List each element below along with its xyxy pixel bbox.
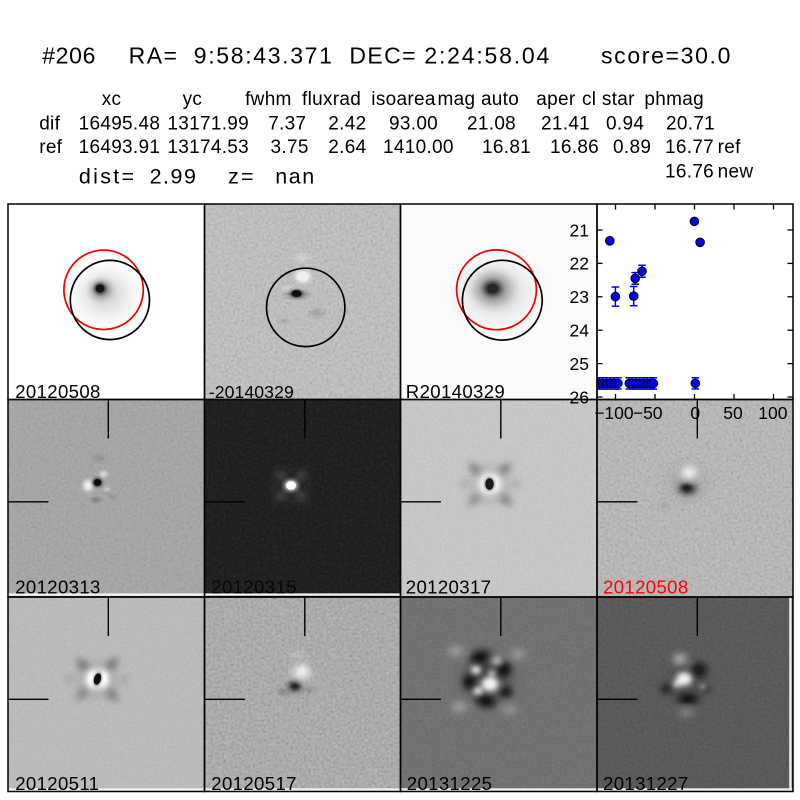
- svg-text:20.71: 20.71: [666, 114, 715, 135]
- svg-text:16.81: 16.81: [482, 137, 531, 158]
- svg-text:-20140329: -20140329: [209, 382, 294, 402]
- svg-text:#206: #206: [42, 43, 96, 69]
- svg-text:20120511: 20120511: [15, 773, 99, 794]
- svg-text:16495.48: 16495.48: [79, 114, 161, 135]
- svg-text:2:24:58.04: 2:24:58.04: [424, 43, 551, 69]
- svg-text:DEC=: DEC=: [349, 43, 417, 69]
- svg-text:20131227: 20131227: [603, 773, 689, 794]
- svg-text:21: 21: [570, 220, 589, 240]
- svg-text:25: 25: [570, 354, 589, 374]
- svg-text:RA=: RA=: [129, 43, 179, 69]
- svg-text:0.94: 0.94: [606, 114, 644, 135]
- svg-text:2.64: 2.64: [328, 137, 366, 158]
- svg-text:fwhm: fwhm: [245, 89, 292, 110]
- svg-text:ref: ref: [39, 137, 62, 158]
- svg-text:−100: −100: [594, 403, 634, 423]
- svg-text:1410.00: 1410.00: [383, 137, 454, 158]
- svg-text:phmag: phmag: [644, 89, 704, 110]
- svg-text:20120508: 20120508: [603, 576, 689, 597]
- svg-text:20120508: 20120508: [15, 381, 101, 402]
- svg-text:22: 22: [570, 254, 589, 274]
- svg-text:20120517: 20120517: [211, 773, 297, 794]
- svg-text:100: 100: [758, 403, 787, 423]
- svg-text:26: 26: [570, 387, 589, 407]
- svg-text:16.86: 16.86: [550, 137, 599, 158]
- svg-text:z=: z=: [228, 165, 256, 189]
- svg-text:21.08: 21.08: [467, 114, 516, 135]
- svg-text:2.99: 2.99: [150, 165, 198, 189]
- svg-text:20120315: 20120315: [211, 576, 297, 597]
- svg-text:3.75: 3.75: [271, 137, 309, 158]
- svg-text:13174.53: 13174.53: [167, 137, 249, 158]
- svg-text:23: 23: [570, 287, 589, 307]
- svg-text:new: new: [718, 161, 754, 182]
- svg-text:93.00: 93.00: [389, 114, 438, 135]
- svg-text:20131225: 20131225: [407, 773, 493, 794]
- svg-text:aper: aper: [536, 89, 576, 110]
- svg-text:16.76: 16.76: [665, 161, 714, 182]
- svg-text:mag auto: mag auto: [438, 89, 520, 110]
- svg-text:cl star: cl star: [582, 89, 635, 110]
- svg-text:−50: −50: [633, 403, 663, 423]
- svg-text:50: 50: [723, 403, 743, 423]
- svg-text:20120317: 20120317: [406, 576, 492, 597]
- svg-text:score=30.0: score=30.0: [601, 43, 732, 69]
- svg-text:16.77: 16.77: [665, 137, 714, 158]
- svg-text:24: 24: [570, 321, 590, 341]
- svg-text:9:58:43.371: 9:58:43.371: [194, 43, 334, 69]
- svg-text:R20140329: R20140329: [406, 381, 505, 402]
- svg-text:nan: nan: [275, 165, 315, 189]
- svg-text:isoarea: isoarea: [371, 89, 436, 110]
- svg-text:yc: yc: [183, 89, 203, 110]
- svg-text:7.37: 7.37: [268, 114, 306, 135]
- svg-text:fluxrad: fluxrad: [302, 89, 361, 110]
- svg-text:0.89: 0.89: [613, 137, 651, 158]
- svg-text:dif: dif: [39, 114, 60, 135]
- svg-text:21.41: 21.41: [541, 114, 590, 135]
- svg-text:13171.99: 13171.99: [167, 114, 249, 135]
- svg-text:dist=: dist=: [79, 165, 137, 189]
- svg-text:ref: ref: [718, 137, 741, 158]
- svg-text:20120313: 20120313: [15, 576, 101, 597]
- svg-text:2.42: 2.42: [328, 114, 366, 135]
- svg-text:xc: xc: [102, 89, 122, 110]
- svg-text:16493.91: 16493.91: [79, 137, 161, 158]
- svg-text:0: 0: [690, 403, 700, 423]
